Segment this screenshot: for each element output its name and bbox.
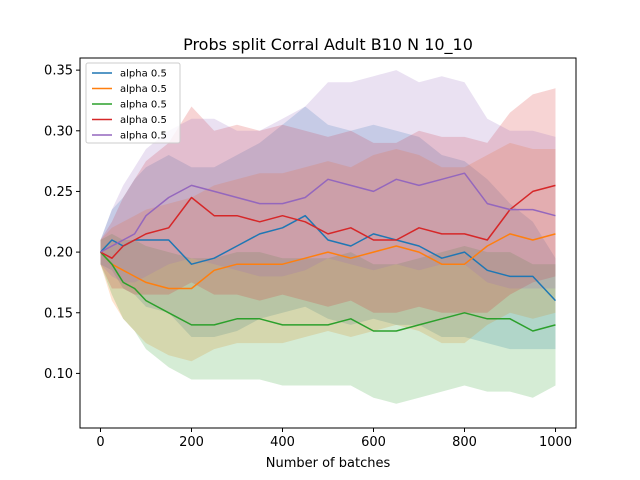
y-tick-label: 0.35 — [44, 64, 73, 79]
y-tick-label: 0.25 — [44, 185, 73, 200]
y-tick-label: 0.20 — [44, 246, 73, 261]
y-tick-label: 0.30 — [44, 124, 73, 139]
legend-box — [85, 62, 181, 144]
series-4-band — [100, 88, 556, 313]
series-2-line — [99, 233, 556, 290]
legend: alpha 0.5 alpha 0.5 alpha 0.5 alpha 0.5 alph… — [85, 62, 181, 144]
legend-label: alpha 0.5 — [120, 100, 167, 111]
legend-label: alpha 0.5 — [120, 131, 167, 142]
x-tick-label: 1000 — [539, 435, 572, 450]
chart-title: Probs split Corral Adult B10 N 10_10 — [183, 35, 473, 55]
y-tick-label: 0.15 — [44, 306, 73, 321]
legend-label: alpha 0.5 — [120, 84, 167, 95]
series-4-line — [100, 184, 556, 259]
x-tick-label: 200 — [179, 435, 204, 450]
y-axis: 0.10 0.15 0.20 0.25 0.30 0.35 — [44, 64, 80, 382]
x-axis-title: Number of batches — [266, 456, 391, 471]
plot-frame — [79, 57, 577, 429]
series-5-line — [100, 172, 556, 253]
series-lines — [99, 172, 557, 332]
x-tick-label: 800 — [452, 435, 477, 450]
series-3-band — [100, 233, 556, 404]
y-tick-label: 0.10 — [44, 367, 73, 382]
x-tick-label: 600 — [361, 435, 386, 450]
legend-label: alpha 0.5 — [120, 115, 167, 126]
series-1-band — [100, 106, 556, 350]
x-tick-label: 400 — [270, 435, 295, 450]
x-axis: 0 200 400 600 800 1000 — [96, 428, 572, 450]
x-tick-label: 0 — [96, 435, 104, 450]
series-3-line — [99, 251, 556, 332]
legend-label: alpha 0.5 — [120, 69, 167, 80]
